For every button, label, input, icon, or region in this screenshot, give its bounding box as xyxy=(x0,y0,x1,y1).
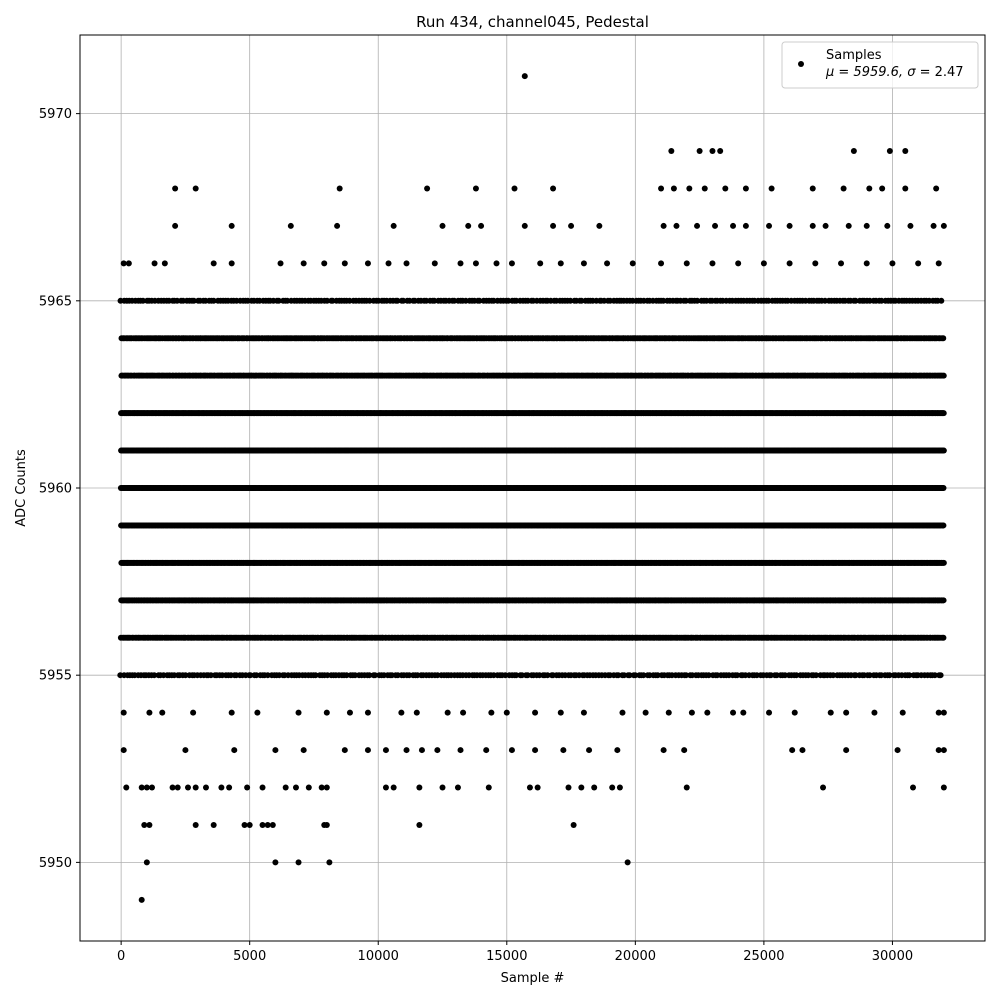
data-point xyxy=(940,522,947,529)
data-point xyxy=(940,597,947,604)
data-point xyxy=(940,634,947,641)
data-point xyxy=(151,672,158,679)
data-point xyxy=(544,672,551,679)
sample-points xyxy=(117,73,947,903)
data-point xyxy=(813,672,820,679)
data-point xyxy=(931,672,938,679)
data-point xyxy=(940,559,947,566)
data-point xyxy=(705,672,712,679)
data-point xyxy=(683,672,690,679)
data-point xyxy=(371,672,378,679)
data-point xyxy=(886,672,893,679)
data-point xyxy=(906,672,913,679)
data-point xyxy=(940,485,947,491)
data-point xyxy=(937,672,944,679)
data-point xyxy=(312,672,319,679)
data-point xyxy=(640,672,647,679)
data-point xyxy=(513,672,520,679)
data-point xyxy=(632,672,639,679)
data-point xyxy=(626,672,633,679)
data-point xyxy=(366,672,373,679)
chart-title: Run 434, channel045, Pedestal xyxy=(416,13,649,31)
